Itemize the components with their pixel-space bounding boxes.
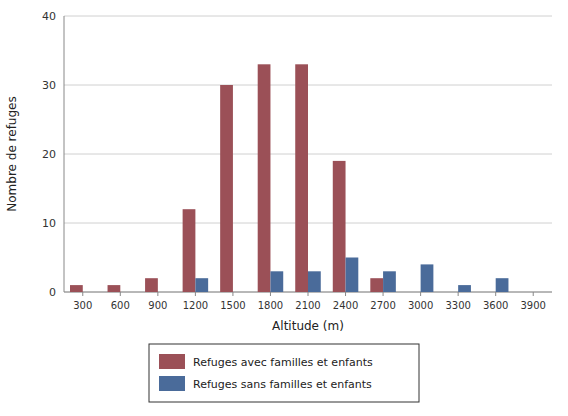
x-tick — [195, 292, 196, 296]
grid-line — [64, 16, 552, 17]
bar — [458, 285, 471, 292]
y-tick-label: 30 — [42, 79, 56, 92]
y-tick-label: 40 — [42, 10, 56, 23]
bar — [333, 161, 346, 292]
bar — [270, 271, 283, 292]
x-tick — [232, 292, 233, 296]
x-tick-label: 2400 — [333, 300, 358, 311]
y-axis-line — [64, 16, 65, 292]
bar — [308, 271, 321, 292]
bar — [70, 285, 83, 292]
bar — [496, 278, 509, 292]
series — [195, 258, 508, 293]
x-tick-label: 2100 — [295, 300, 320, 311]
bar — [520, 292, 533, 293]
bar — [445, 292, 458, 293]
bar — [83, 292, 96, 293]
bar — [383, 271, 396, 292]
y-axis-title: Nombre de refuges — [5, 96, 19, 211]
bar — [220, 85, 233, 292]
legend-swatch — [159, 376, 185, 391]
x-tick — [270, 292, 271, 296]
x-tick — [533, 292, 534, 296]
bar — [183, 209, 196, 292]
y-tick-label: 20 — [42, 148, 56, 161]
x-tick-label: 1500 — [220, 300, 245, 311]
background — [0, 0, 568, 416]
bar — [408, 292, 421, 293]
x-tick — [420, 292, 421, 296]
bar — [195, 278, 208, 292]
x-tick — [120, 292, 121, 296]
bar — [295, 64, 308, 292]
x-tick-label: 3000 — [408, 300, 433, 311]
x-tick — [157, 292, 158, 296]
x-axis-title: Altitude (m) — [272, 319, 344, 333]
y-tick-label: 0 — [49, 286, 56, 299]
bar — [483, 292, 496, 293]
x-tick-label: 300 — [73, 300, 92, 311]
x-tick — [495, 292, 496, 296]
x-tick — [82, 292, 83, 296]
bar — [145, 278, 158, 292]
x-tick-label: 900 — [148, 300, 167, 311]
legend-box — [149, 344, 419, 402]
chart-svg: 0 10 20 30 40 300 600 900 1200 1500 1800 2100 2400 27… — [0, 0, 568, 416]
bar — [370, 278, 383, 292]
bar — [233, 292, 246, 293]
series — [70, 64, 383, 292]
bars — [70, 64, 508, 292]
bar — [533, 292, 546, 293]
x-tick — [308, 292, 309, 296]
legend-swatch — [159, 354, 185, 369]
x-tick — [458, 292, 459, 296]
legend: Refuges avec familles et enfants Refuges … — [149, 344, 419, 402]
x-tick — [345, 292, 346, 296]
bar — [120, 292, 133, 293]
x-tick-label: 1200 — [183, 300, 208, 311]
grid — [64, 16, 552, 292]
x-tick-label: 3600 — [483, 300, 508, 311]
legend-label: Refuges sans familles et enfants — [193, 378, 372, 391]
x-tick-label: 3900 — [521, 300, 546, 311]
axes: 0 10 20 30 40 300 600 900 1200 1500 1800 2100 2400 27… — [42, 10, 552, 311]
x-tick-label: 600 — [111, 300, 130, 311]
y-tick-label: 10 — [42, 217, 56, 230]
bar — [158, 292, 171, 293]
bar — [108, 285, 121, 292]
x-tick-label: 1800 — [258, 300, 283, 311]
x-tick-label: 3300 — [445, 300, 470, 311]
x-tick-label: 2700 — [370, 300, 395, 311]
bar — [421, 264, 434, 292]
bar — [258, 64, 271, 292]
bar — [346, 258, 359, 293]
x-tick — [383, 292, 384, 296]
chart-container: 0 10 20 30 40 300 600 900 1200 1500 1800 2100 2400 27… — [0, 0, 568, 416]
legend-label: Refuges avec familles et enfants — [193, 356, 373, 369]
